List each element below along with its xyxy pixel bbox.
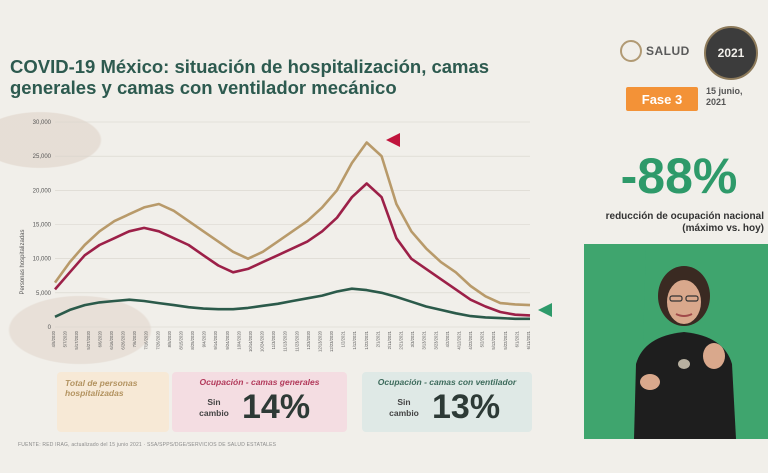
x-tick-label: 12/23/2020	[329, 330, 334, 352]
source-footer: FUENTE: RED IRAG, actualizado del 15 jun…	[18, 442, 277, 448]
card-ventilator-beds: Ocupación - camas con ventilador Sin cam…	[362, 372, 532, 432]
chart-series	[53, 141, 531, 321]
current-marker-icon	[538, 303, 552, 317]
salud-logo-text: SALUD	[646, 44, 690, 58]
y-axis-ticks: 0 5,000 10,000 15,000 20,000 25,000 30,000	[33, 120, 52, 331]
interpreter-figure	[634, 244, 736, 439]
phase-badge: Fase 3	[626, 87, 698, 111]
card-vent-title: Ocupación - camas con ventilador	[377, 377, 517, 387]
y-tick-label: 0	[48, 325, 52, 331]
x-tick-label: 5/2/2021	[480, 330, 485, 347]
y-axis-label: Personas hospitalizadas	[20, 229, 26, 294]
year-2021-label: 2021	[717, 46, 745, 60]
card-total-hospitalized: Total de personas hospitalizadas	[57, 372, 169, 432]
x-tick-label: 4/22/2021	[468, 330, 473, 349]
x-tick-label: 5/12/2021	[491, 330, 496, 349]
y-tick-label: 20,000	[33, 188, 52, 194]
y-tick-label: 10,000	[33, 257, 52, 263]
x-tick-label: 9/24/2020	[225, 330, 230, 349]
series-line-ventilator-beds	[54, 287, 530, 321]
y-tick-label: 30,000	[33, 120, 52, 126]
page-title: COVID-19 México: situación de hospitaliz…	[10, 56, 490, 98]
x-tick-label: 2/21/2021	[399, 330, 404, 349]
sign-language-interpreter-video	[584, 244, 768, 439]
x-tick-label: 5/22/2021	[503, 330, 508, 349]
y-tick-label: 15,000	[33, 223, 52, 229]
x-tick-label: 3/3/2021	[410, 330, 415, 347]
x-tick-label: 1/2/2021	[341, 330, 346, 347]
card-general-title: Ocupación - camas generales	[199, 377, 320, 387]
x-tick-label: 6/16/2020	[109, 330, 114, 349]
x-tick-label: 5/27/2020	[86, 330, 91, 349]
series-line-general-beds	[54, 182, 531, 317]
x-tick-label: 6/1/2021	[514, 330, 519, 347]
x-tick-label: 1/12/2021	[352, 330, 357, 349]
x-tick-label: 11/13/2020	[283, 330, 288, 351]
x-tick-label: 5/7/2020	[63, 330, 68, 347]
x-tick-label: 3/23/2021	[433, 330, 438, 349]
y-tick-label: 25,000	[33, 154, 52, 160]
card-total-label: Total de personas hospitalizadas	[65, 378, 138, 398]
x-tick-label: 9/4/2020	[202, 330, 207, 347]
card-general-beds: Ocupación - camas generales Sin cambio 1…	[172, 372, 347, 432]
x-tick-label: 9/14/2020	[213, 330, 218, 349]
x-tick-label: 5/17/2020	[74, 330, 79, 349]
card-vent-value: 13%	[432, 388, 501, 426]
x-tick-label: 3/13/2021	[422, 330, 427, 349]
salud-emblem-icon	[620, 40, 642, 62]
peak-marker-icon	[386, 133, 400, 147]
salud-logo: SALUD	[620, 40, 690, 62]
x-tick-label: 11/23/2020	[294, 330, 299, 351]
chart-grid	[55, 121, 530, 328]
x-tick-label: 12/13/2020	[317, 330, 322, 352]
card-general-status: Sin cambio	[199, 397, 229, 418]
series-line-total	[53, 141, 531, 307]
year-2021-seal: 2021	[704, 26, 758, 80]
x-tick-label: 8/15/2020	[178, 330, 183, 349]
x-tick-label: 12/3/2020	[306, 330, 311, 349]
x-axis-ticks: 4/5/2020 5/7/2020 5/17/2020 5/27/2020 6/6/20…	[51, 330, 531, 352]
x-tick-label: 10/14/2020	[248, 330, 253, 352]
x-tick-label: 4/2/2021	[445, 330, 450, 347]
hospitalization-chart: 0 5,000 10,000 15,000 20,000 25,000 30,000 4/5…	[20, 120, 552, 352]
x-tick-label: 8/25/2020	[190, 330, 195, 349]
x-tick-label: 2/1/2021	[375, 330, 380, 347]
x-tick-label: 7/16/2020	[144, 330, 149, 349]
card-general-value: 14%	[242, 388, 311, 426]
report-date: 15 junio, 2021	[706, 86, 743, 107]
reduction-percent: -88%	[620, 148, 738, 204]
x-tick-label: 1/22/2021	[364, 330, 369, 349]
x-tick-label: 6/26/2020	[121, 330, 126, 349]
reduction-caption: reducción de ocupación nacional (máximo …	[605, 211, 764, 234]
card-vent-status: Sin cambio	[389, 397, 419, 418]
x-tick-label: 11/3/2020	[271, 330, 276, 349]
x-tick-label: 10/4/2020	[236, 330, 241, 349]
x-tick-label: 2/11/2021	[387, 330, 392, 349]
x-tick-label: 6/11/2021	[526, 330, 531, 349]
x-tick-label: 6/6/2020	[97, 330, 102, 347]
y-tick-label: 5,000	[36, 291, 52, 297]
x-tick-label: 4/12/2021	[456, 330, 461, 349]
x-tick-label: 8/5/2020	[167, 330, 172, 347]
x-tick-label: 10/24/2020	[260, 330, 265, 352]
x-tick-label: 7/6/2020	[132, 330, 137, 347]
x-tick-label: 4/5/2020	[51, 330, 56, 347]
x-tick-label: 7/26/2020	[155, 330, 160, 349]
